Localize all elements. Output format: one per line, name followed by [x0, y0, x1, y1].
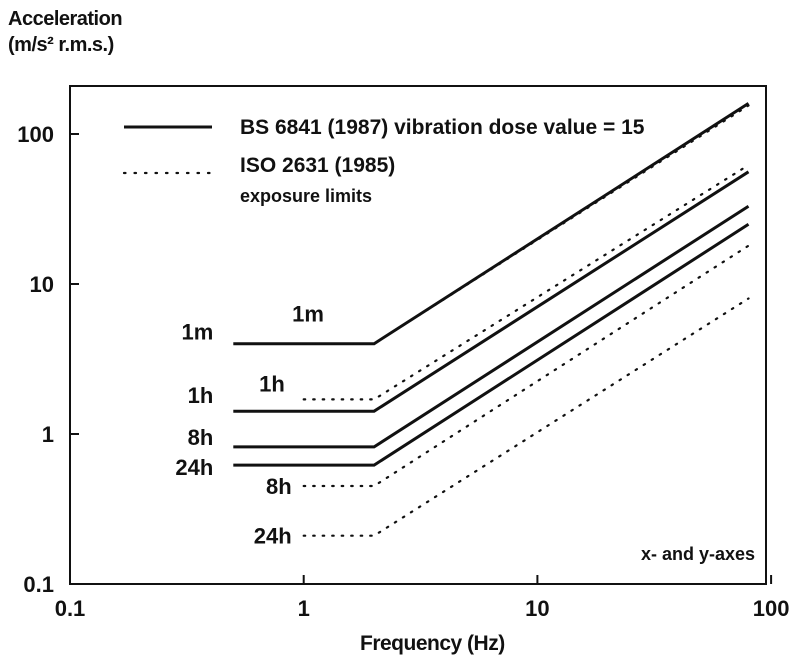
- bs-24h-label: 24h: [175, 455, 213, 480]
- bs-1m-line: [233, 102, 750, 346]
- x-tick-label: 100: [753, 596, 790, 621]
- y-axis-label-line1: Acceleration: [8, 8, 123, 30]
- y-tick-label: 100: [17, 122, 54, 147]
- legend-entry-bs6841: BS 6841 (1987) vibration dose value = 15: [240, 116, 645, 139]
- x-tick-label: 10: [525, 596, 549, 621]
- bs-1m-label: 1m: [182, 320, 214, 345]
- iso-1h-label: 1h: [259, 371, 285, 396]
- plot-frame: [69, 85, 767, 585]
- x-tick-label: 0.1: [55, 596, 86, 621]
- series-layer: [233, 102, 750, 537]
- x-tick-label: 1: [298, 596, 310, 621]
- y-tick-label: 10: [30, 272, 54, 297]
- iso-24h-line: [302, 297, 750, 537]
- axis-layer: 0.1 1 10 100 0.1 1 10 100: [17, 122, 789, 621]
- bs-8h-line: [233, 204, 750, 449]
- legend: BS 6841 (1987) vibration dose value = 15…: [122, 116, 645, 206]
- axes-annotation: x- and y-axes: [641, 544, 755, 564]
- y-tick-label: 1: [42, 422, 54, 447]
- iso-1m-label: 1m: [292, 302, 324, 327]
- bs-24h-line: [233, 223, 750, 467]
- y-tick-label: 0.1: [23, 572, 54, 597]
- y-axis-label-line2: (m/s² r.m.s.): [8, 34, 114, 56]
- bs-1h-line: [233, 170, 750, 413]
- legend-entry-iso2631-line2: exposure limits: [240, 186, 372, 206]
- label-layer: 1m 1h 8h 24h 1m 1h 8h 24h x- and y-axes: [175, 302, 755, 564]
- bs-8h-label: 8h: [188, 425, 214, 450]
- iso-1m-line: [302, 104, 750, 345]
- iso-8h-label: 8h: [266, 474, 292, 499]
- bs-1h-label: 1h: [188, 383, 214, 408]
- x-axis-label: Frequency (Hz): [360, 632, 505, 655]
- iso-24h-label: 24h: [254, 524, 292, 549]
- legend-entry-iso2631: ISO 2631 (1985): [240, 154, 395, 177]
